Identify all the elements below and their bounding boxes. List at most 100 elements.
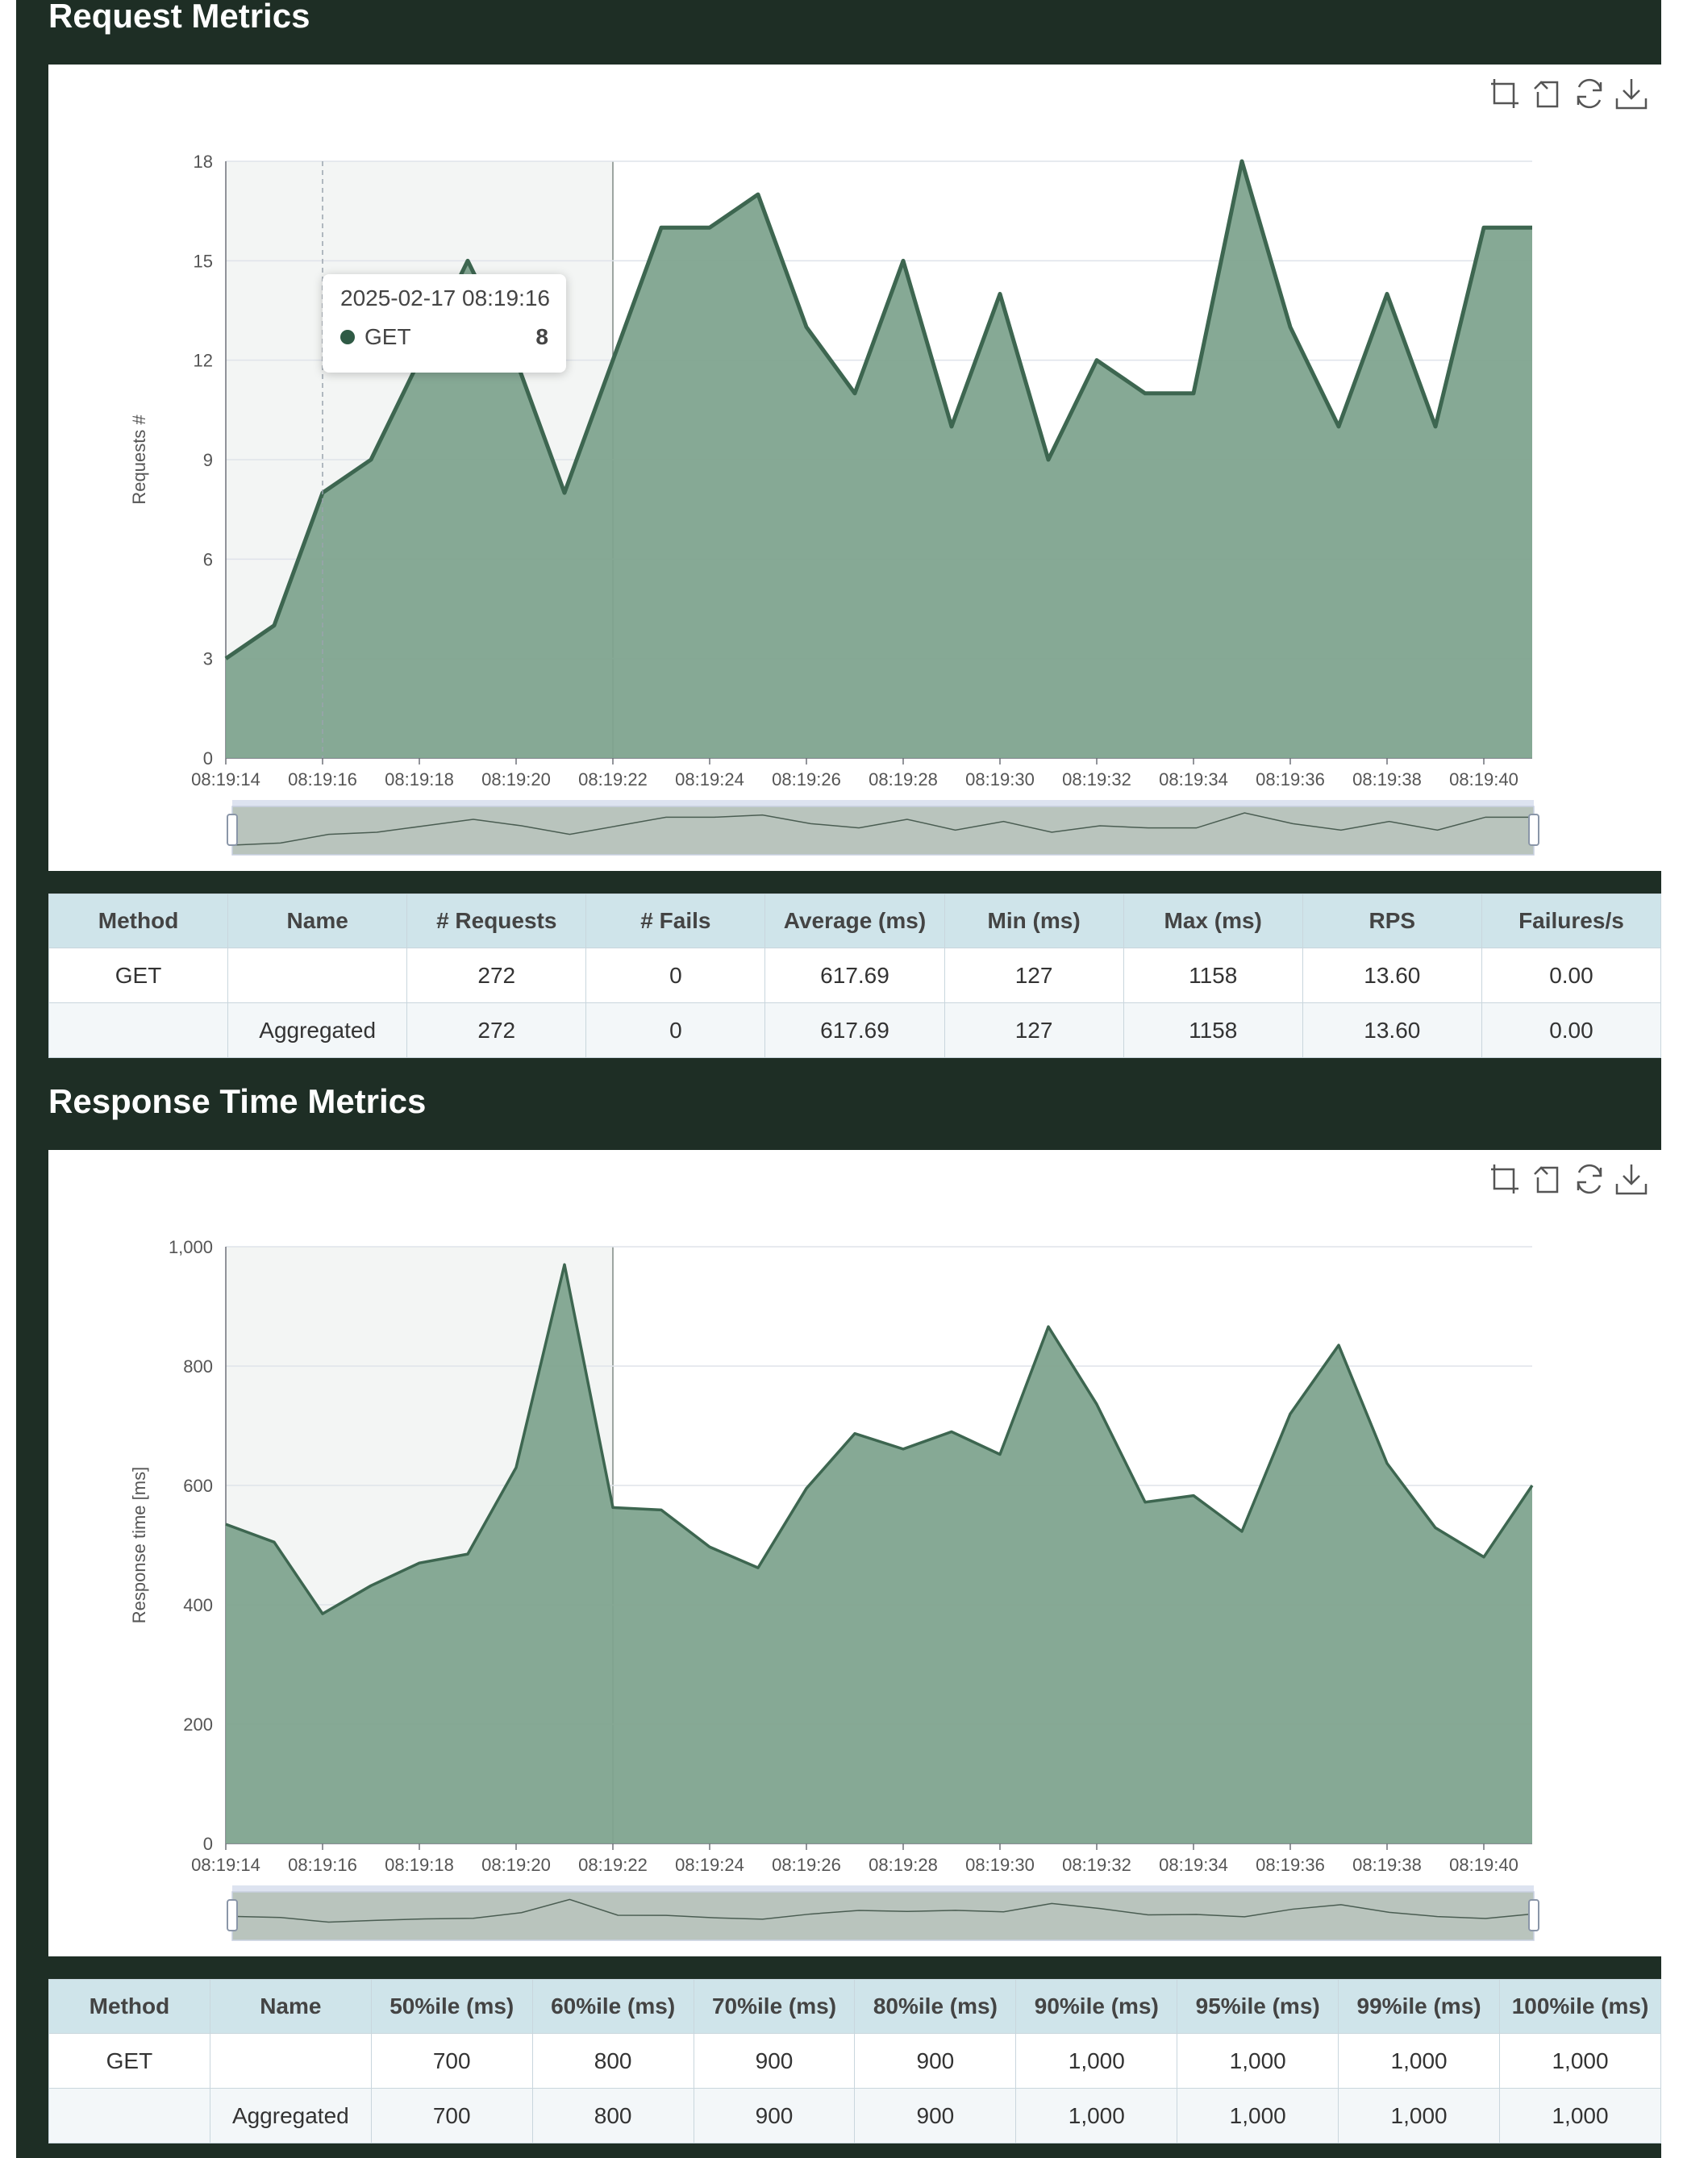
response-time-chart[interactable]: 0 200 400 600 800 1,000 Response time [ms] 08:1… [48, 1150, 1661, 1956]
column-header[interactable]: # Fails [586, 894, 765, 948]
request-chart-toolbox [1488, 76, 1649, 111]
data-point[interactable] [610, 1504, 616, 1510]
table-cell: 127 [944, 948, 1123, 1003]
data-point[interactable] [610, 357, 616, 364]
zoom-slider-track[interactable] [232, 806, 1534, 855]
zoom-select-icon[interactable] [1488, 1161, 1523, 1197]
download-icon[interactable] [1614, 76, 1649, 111]
data-point[interactable] [1287, 1410, 1293, 1417]
response-chart-card: 0 200 400 600 800 1,000 Response time [ms] 08:1… [48, 1150, 1661, 1956]
table-cell: Aggregated [210, 2089, 371, 2143]
zoom-back-icon[interactable] [1530, 76, 1565, 111]
data-point[interactable] [1045, 1323, 1052, 1330]
data-point[interactable] [706, 224, 713, 231]
zoom-slider-handle[interactable] [227, 1900, 237, 1931]
data-point[interactable] [1481, 1554, 1487, 1560]
column-header[interactable]: Name [210, 1980, 371, 2034]
data-point[interactable] [1094, 357, 1100, 364]
data-point[interactable] [1190, 390, 1197, 397]
data-point[interactable] [561, 1261, 568, 1268]
data-point[interactable] [1432, 423, 1439, 430]
data-point[interactable] [948, 1428, 955, 1435]
data-point[interactable] [464, 1551, 471, 1557]
data-point[interactable] [416, 1560, 423, 1566]
data-point[interactable] [368, 1582, 374, 1589]
column-header[interactable]: 99%ile (ms) [1339, 1980, 1500, 2034]
data-point[interactable] [803, 1485, 810, 1492]
data-point[interactable] [1239, 1528, 1245, 1535]
data-point[interactable] [1239, 158, 1245, 165]
column-header[interactable]: 100%ile (ms) [1500, 1980, 1661, 2034]
data-point[interactable] [368, 456, 374, 463]
data-point[interactable] [1481, 224, 1487, 231]
data-point[interactable] [706, 1544, 713, 1550]
column-header[interactable]: 60%ile (ms) [532, 1980, 694, 2034]
restore-icon[interactable] [1572, 1161, 1607, 1197]
data-point[interactable] [561, 490, 568, 496]
column-header[interactable]: Average (ms) [765, 894, 944, 948]
data-point[interactable] [1529, 224, 1535, 231]
data-point[interactable] [271, 1539, 277, 1545]
data-point[interactable] [1190, 1493, 1197, 1499]
data-point[interactable] [948, 423, 955, 430]
data-point[interactable] [1432, 1525, 1439, 1531]
data-point[interactable] [223, 1521, 229, 1527]
table-cell: 1,000 [1016, 2089, 1177, 2143]
data-point[interactable] [223, 656, 229, 662]
download-icon[interactable] [1614, 1161, 1649, 1197]
y-axis-label: Response time [ms] [129, 1467, 149, 1623]
column-header[interactable]: 50%ile (ms) [371, 1980, 532, 2034]
data-point[interactable] [1384, 290, 1390, 297]
column-header[interactable]: Failures/s [1481, 894, 1660, 948]
zoom-select-icon[interactable] [1488, 76, 1523, 111]
data-point[interactable] [1045, 456, 1052, 463]
data-point[interactable] [1384, 1460, 1390, 1467]
data-point[interactable] [1142, 1499, 1148, 1506]
data-point[interactable] [1335, 1342, 1342, 1348]
data-point[interactable] [900, 1446, 906, 1452]
zoom-slider-track[interactable] [232, 1892, 1534, 1940]
data-point[interactable] [658, 1506, 664, 1513]
data-point[interactable] [658, 224, 664, 231]
column-header[interactable]: Min (ms) [944, 894, 1123, 948]
data-point[interactable] [319, 1610, 326, 1617]
table-cell: 1,000 [1339, 2034, 1500, 2089]
data-point[interactable] [271, 623, 277, 629]
column-header[interactable]: 90%ile (ms) [1016, 1980, 1177, 2034]
data-point[interactable] [852, 1431, 858, 1437]
data-point[interactable] [1094, 1401, 1100, 1407]
data-point[interactable] [852, 390, 858, 397]
data-point[interactable] [1335, 423, 1342, 430]
data-point[interactable] [1142, 390, 1148, 397]
column-header[interactable]: Method [49, 894, 228, 948]
data-point[interactable] [464, 257, 471, 264]
data-point[interactable] [997, 1452, 1003, 1458]
column-header[interactable]: Name [228, 894, 407, 948]
column-header[interactable]: 80%ile (ms) [855, 1980, 1016, 2034]
column-header[interactable]: 70%ile (ms) [694, 1980, 855, 2034]
request-chart-card: 0 3 6 9 12 15 18 Requests # 08:19:14 08:19:16 08:1… [48, 65, 1661, 871]
zoom-slider-handle[interactable] [1529, 1900, 1539, 1931]
data-point[interactable] [755, 191, 761, 198]
data-point[interactable] [1287, 324, 1293, 331]
column-header[interactable]: 95%ile (ms) [1177, 1980, 1339, 2034]
table-cell: 1,000 [1500, 2089, 1661, 2143]
metrics-panel: Request Metrics 0 3 6 9 12 15 18 Requests #08:1… [16, 0, 1661, 2158]
column-header[interactable]: RPS [1302, 894, 1481, 948]
table-cell: 1,000 [1500, 2034, 1661, 2089]
zoom-slider-handle[interactable] [227, 814, 237, 845]
data-point[interactable] [755, 1564, 761, 1571]
zoom-back-icon[interactable] [1530, 1161, 1565, 1197]
column-header[interactable]: Max (ms) [1123, 894, 1302, 948]
column-header[interactable]: # Requests [407, 894, 586, 948]
column-header[interactable]: Method [49, 1980, 210, 2034]
request-chart[interactable]: 0 3 6 9 12 15 18 Requests # 08:19:14 08:19:16 08:1… [48, 65, 1661, 871]
zoom-slider-handle[interactable] [1529, 814, 1539, 845]
data-point[interactable] [997, 290, 1003, 297]
data-point[interactable] [1529, 1482, 1535, 1489]
data-point[interactable] [803, 324, 810, 331]
restore-icon[interactable] [1572, 76, 1607, 111]
x-tick-label: 08:19:38 [1352, 1855, 1422, 1875]
data-point[interactable] [900, 257, 906, 264]
data-point[interactable] [513, 1464, 519, 1471]
